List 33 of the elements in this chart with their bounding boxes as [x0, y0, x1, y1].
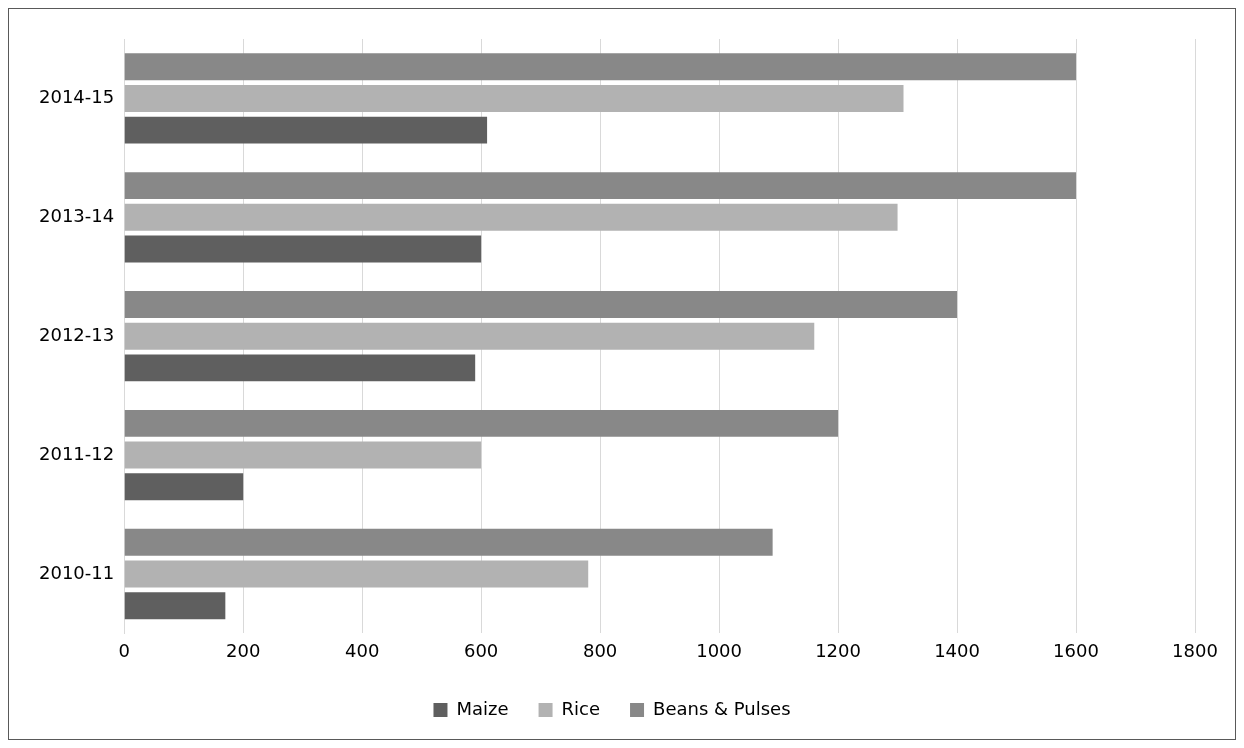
legend-label: Rice — [561, 697, 601, 719]
bar — [124, 235, 482, 263]
legend-label: Beans & Pulses — [653, 697, 791, 719]
bar — [124, 84, 904, 112]
y-tick-label: 2010-11 — [38, 561, 115, 583]
x-tick-label: 600 — [463, 639, 499, 661]
bar — [124, 354, 476, 382]
bar — [124, 203, 898, 231]
bar — [124, 441, 482, 469]
bar — [124, 322, 815, 350]
x-tick-label: 0 — [118, 639, 130, 661]
y-tick-label: 2012-13 — [38, 323, 115, 345]
bar — [124, 409, 839, 437]
x-tick-label: 1200 — [815, 639, 861, 661]
x-tick-label: 1000 — [696, 639, 742, 661]
x-tick-label: 200 — [226, 639, 261, 661]
bar — [124, 528, 773, 556]
x-tick-label: 1800 — [1172, 639, 1218, 661]
x-tick-label: 1600 — [1053, 639, 1099, 661]
bar — [124, 116, 488, 144]
legend-label: Maize — [456, 697, 509, 719]
x-tick-label: 400 — [344, 639, 380, 661]
bar — [124, 592, 226, 620]
y-tick-label: 2013-14 — [38, 204, 115, 226]
bar — [124, 53, 1077, 81]
y-tick-label: 2011-12 — [38, 442, 115, 464]
bar — [124, 560, 589, 588]
bar — [124, 291, 958, 318]
bar — [124, 172, 1077, 200]
x-tick-label: 1400 — [934, 639, 980, 661]
y-tick-label: 2014-15 — [38, 86, 115, 108]
x-tick-label: 800 — [582, 639, 618, 661]
bar — [124, 473, 244, 501]
